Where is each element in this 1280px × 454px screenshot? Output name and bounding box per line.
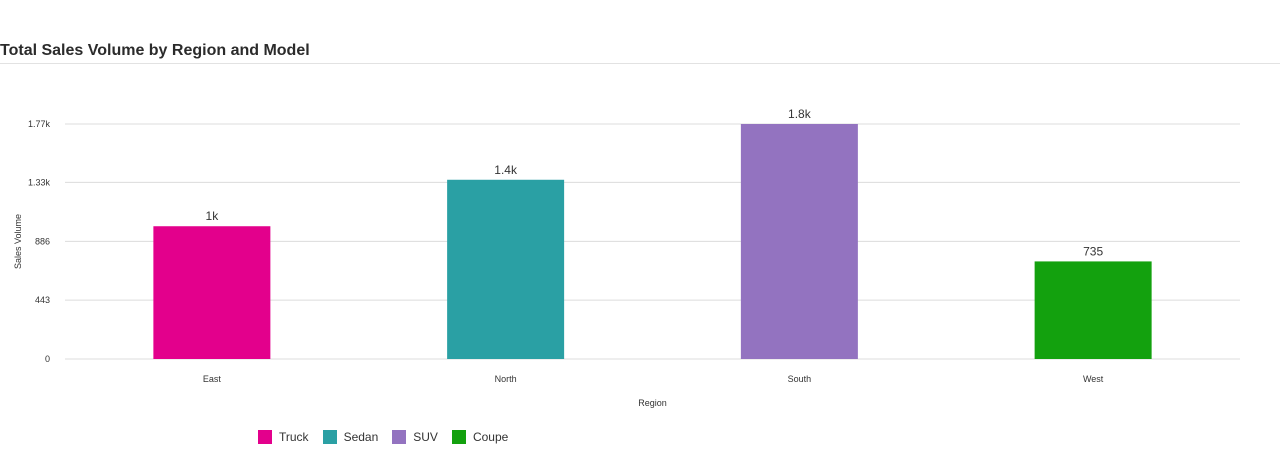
x-tick-label: East [203,374,222,384]
x-axis-title: Region [638,398,667,408]
bar-suv [740,124,858,359]
chart-title: Total Sales Volume by Region and Model [0,42,310,59]
y-tick-label: 1.77k [28,119,51,129]
legend-label: Coupe [472,430,509,444]
x-tick-label: South [788,374,812,384]
chart-legend: Truck Sedan SUV Coupe [258,430,508,444]
y-tick-label: 1.33k [28,177,51,187]
legend-item-truck[interactable]: Truck [258,430,309,444]
legend-item-sedan[interactable]: Sedan [322,430,379,444]
legend-swatch [392,430,407,444]
legend-item-suv[interactable]: SUV [392,430,438,444]
legend-swatch [258,430,272,444]
bar-coupe [1034,261,1152,359]
y-tick-label: 886 [35,236,50,246]
data-label: 1.8k [788,107,812,121]
y-axis-title: Sales Volume [13,214,23,269]
legend-swatch [451,430,466,444]
x-tick-label: North [495,374,517,384]
x-tick-label: West [1083,374,1104,384]
bar-truck [153,226,271,359]
data-label: 1.4k [494,163,518,177]
y-tick-label: 0 [45,354,50,364]
title-divider [0,63,1280,64]
legend-label: SUV [413,430,438,444]
legend-label: Truck [279,430,309,444]
legend-swatch [322,430,337,444]
bar-sedan [447,179,565,359]
data-label: 1k [206,209,220,223]
legend-item-coupe[interactable]: Coupe [451,430,509,444]
data-label: 735 [1083,244,1103,258]
legend-label: Sedan [343,430,379,444]
y-tick-label: 443 [35,295,50,305]
